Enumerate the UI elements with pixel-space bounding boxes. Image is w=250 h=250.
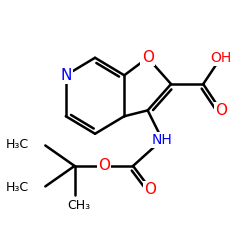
Text: NH: NH xyxy=(152,132,173,146)
Text: H₃C: H₃C xyxy=(6,181,29,194)
Text: N: N xyxy=(60,68,72,83)
Text: O: O xyxy=(142,50,154,65)
Text: O: O xyxy=(98,158,110,174)
Text: H₃C: H₃C xyxy=(6,138,29,150)
Text: OH: OH xyxy=(210,51,232,65)
Text: O: O xyxy=(215,103,227,118)
Text: CH₃: CH₃ xyxy=(68,199,90,212)
Text: O: O xyxy=(144,182,156,197)
